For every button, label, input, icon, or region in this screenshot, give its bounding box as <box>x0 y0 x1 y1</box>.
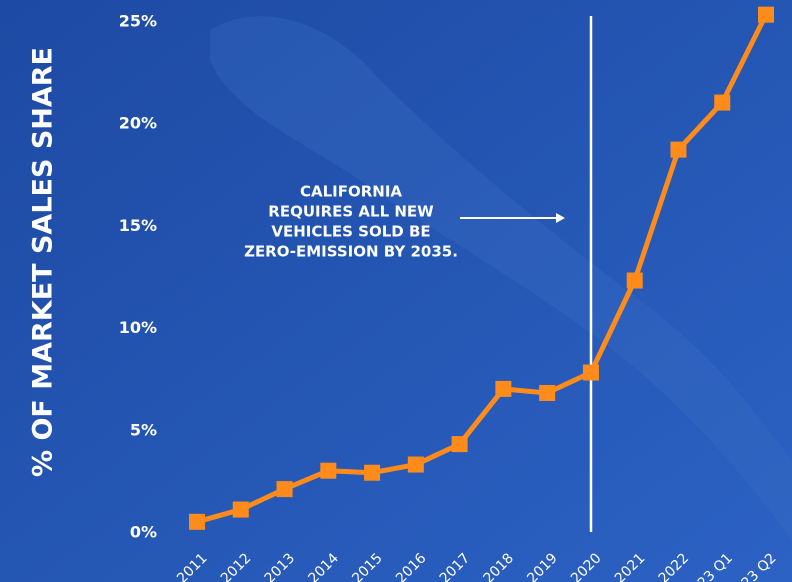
marker <box>233 502 249 518</box>
annotation-line: REQUIRES ALL NEW <box>268 203 434 221</box>
y-tick-label: 10% <box>119 318 157 337</box>
marker <box>758 7 774 23</box>
y-tick-label: 20% <box>119 114 157 133</box>
chart: % OF MARKET SALES SHARE CALIFORNIA REQUIR… <box>0 0 792 582</box>
marker <box>714 95 730 111</box>
background <box>0 0 792 582</box>
marker <box>583 365 599 381</box>
marker <box>539 385 555 401</box>
marker <box>408 457 424 473</box>
marker <box>670 142 686 158</box>
marker <box>320 463 336 479</box>
y-tick-label: 5% <box>130 420 157 439</box>
annotation-line: VEHICLES SOLD BE <box>271 223 430 241</box>
marker <box>277 481 293 497</box>
marker <box>495 381 511 397</box>
annotation-line: ZERO-EMISSION BY 2035. <box>244 243 458 261</box>
marker <box>364 465 380 481</box>
marker <box>627 273 643 289</box>
page: {"chart_data": {"type": "line", "y_label… <box>0 0 792 582</box>
marker <box>452 436 468 452</box>
y-tick-label: 0% <box>130 523 157 542</box>
y-tick-label: 25% <box>119 11 157 30</box>
annotation-line: CALIFORNIA <box>300 183 402 201</box>
y-tick-label: 15% <box>119 216 157 235</box>
y-axis-label: % OF MARKET SALES SHARE <box>28 47 59 477</box>
marker <box>189 514 205 530</box>
